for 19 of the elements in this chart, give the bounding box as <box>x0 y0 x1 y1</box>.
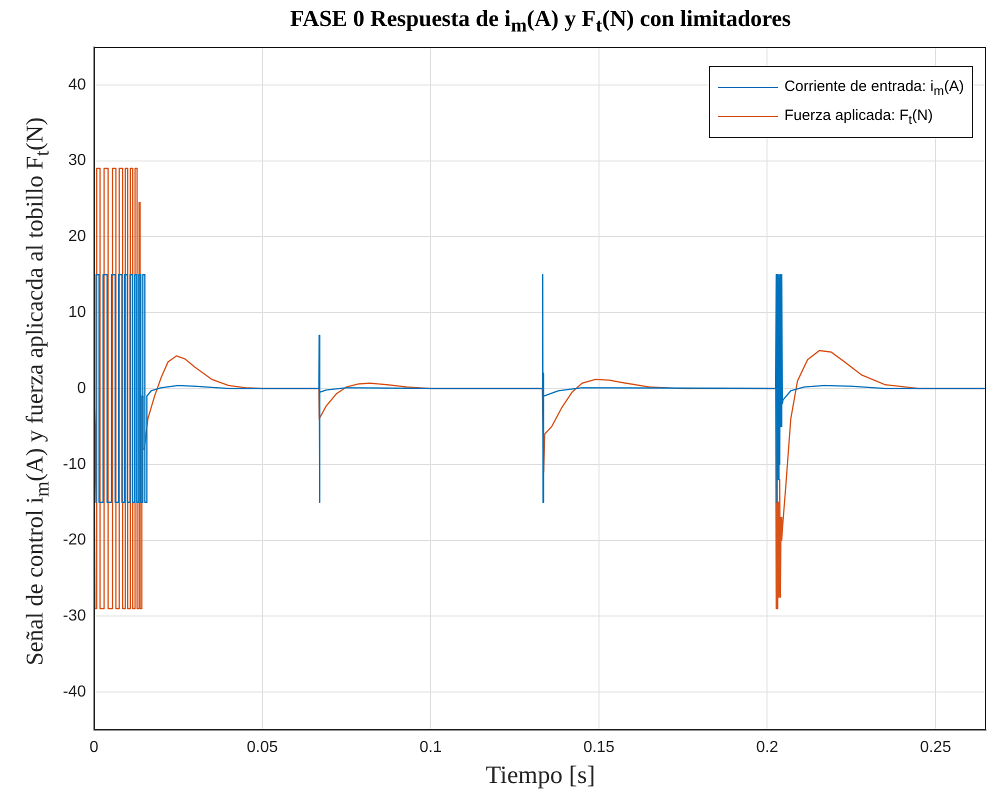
legend-label: Corriente de entrada: i$_{m}$(A) <box>784 78 964 98</box>
chart-title: FASE 0 Respuesta de i$_{m}$(A) y F$_{t}$(N) con limitadores <box>289 6 792 38</box>
y-tick-label: 40 <box>68 76 86 94</box>
legend-label: Fuerza aplicada: F$_{t}$(N) <box>784 106 933 126</box>
x-tick-label: 0.05 <box>246 739 278 756</box>
y-tick-label: 30 <box>68 152 86 170</box>
x-tick-label: 0 <box>90 739 99 756</box>
x-tick-label: 0.15 <box>583 739 615 756</box>
y-tick-label: -30 <box>62 608 86 625</box>
y-tick-label: 20 <box>68 228 86 246</box>
y-tick-label: 0 <box>77 380 86 397</box>
x-tick-label: 0.2 <box>756 739 778 756</box>
x-tick-label: 0.1 <box>419 739 442 756</box>
y-tick-label: -20 <box>62 532 86 549</box>
y-tick-label: 10 <box>68 304 86 322</box>
y-tick-label: -10 <box>62 456 86 473</box>
y-tick-label: -40 <box>62 683 86 700</box>
x-tick-label: 0.25 <box>920 739 952 756</box>
x-axis-title: Tiempo [s] <box>484 762 596 790</box>
